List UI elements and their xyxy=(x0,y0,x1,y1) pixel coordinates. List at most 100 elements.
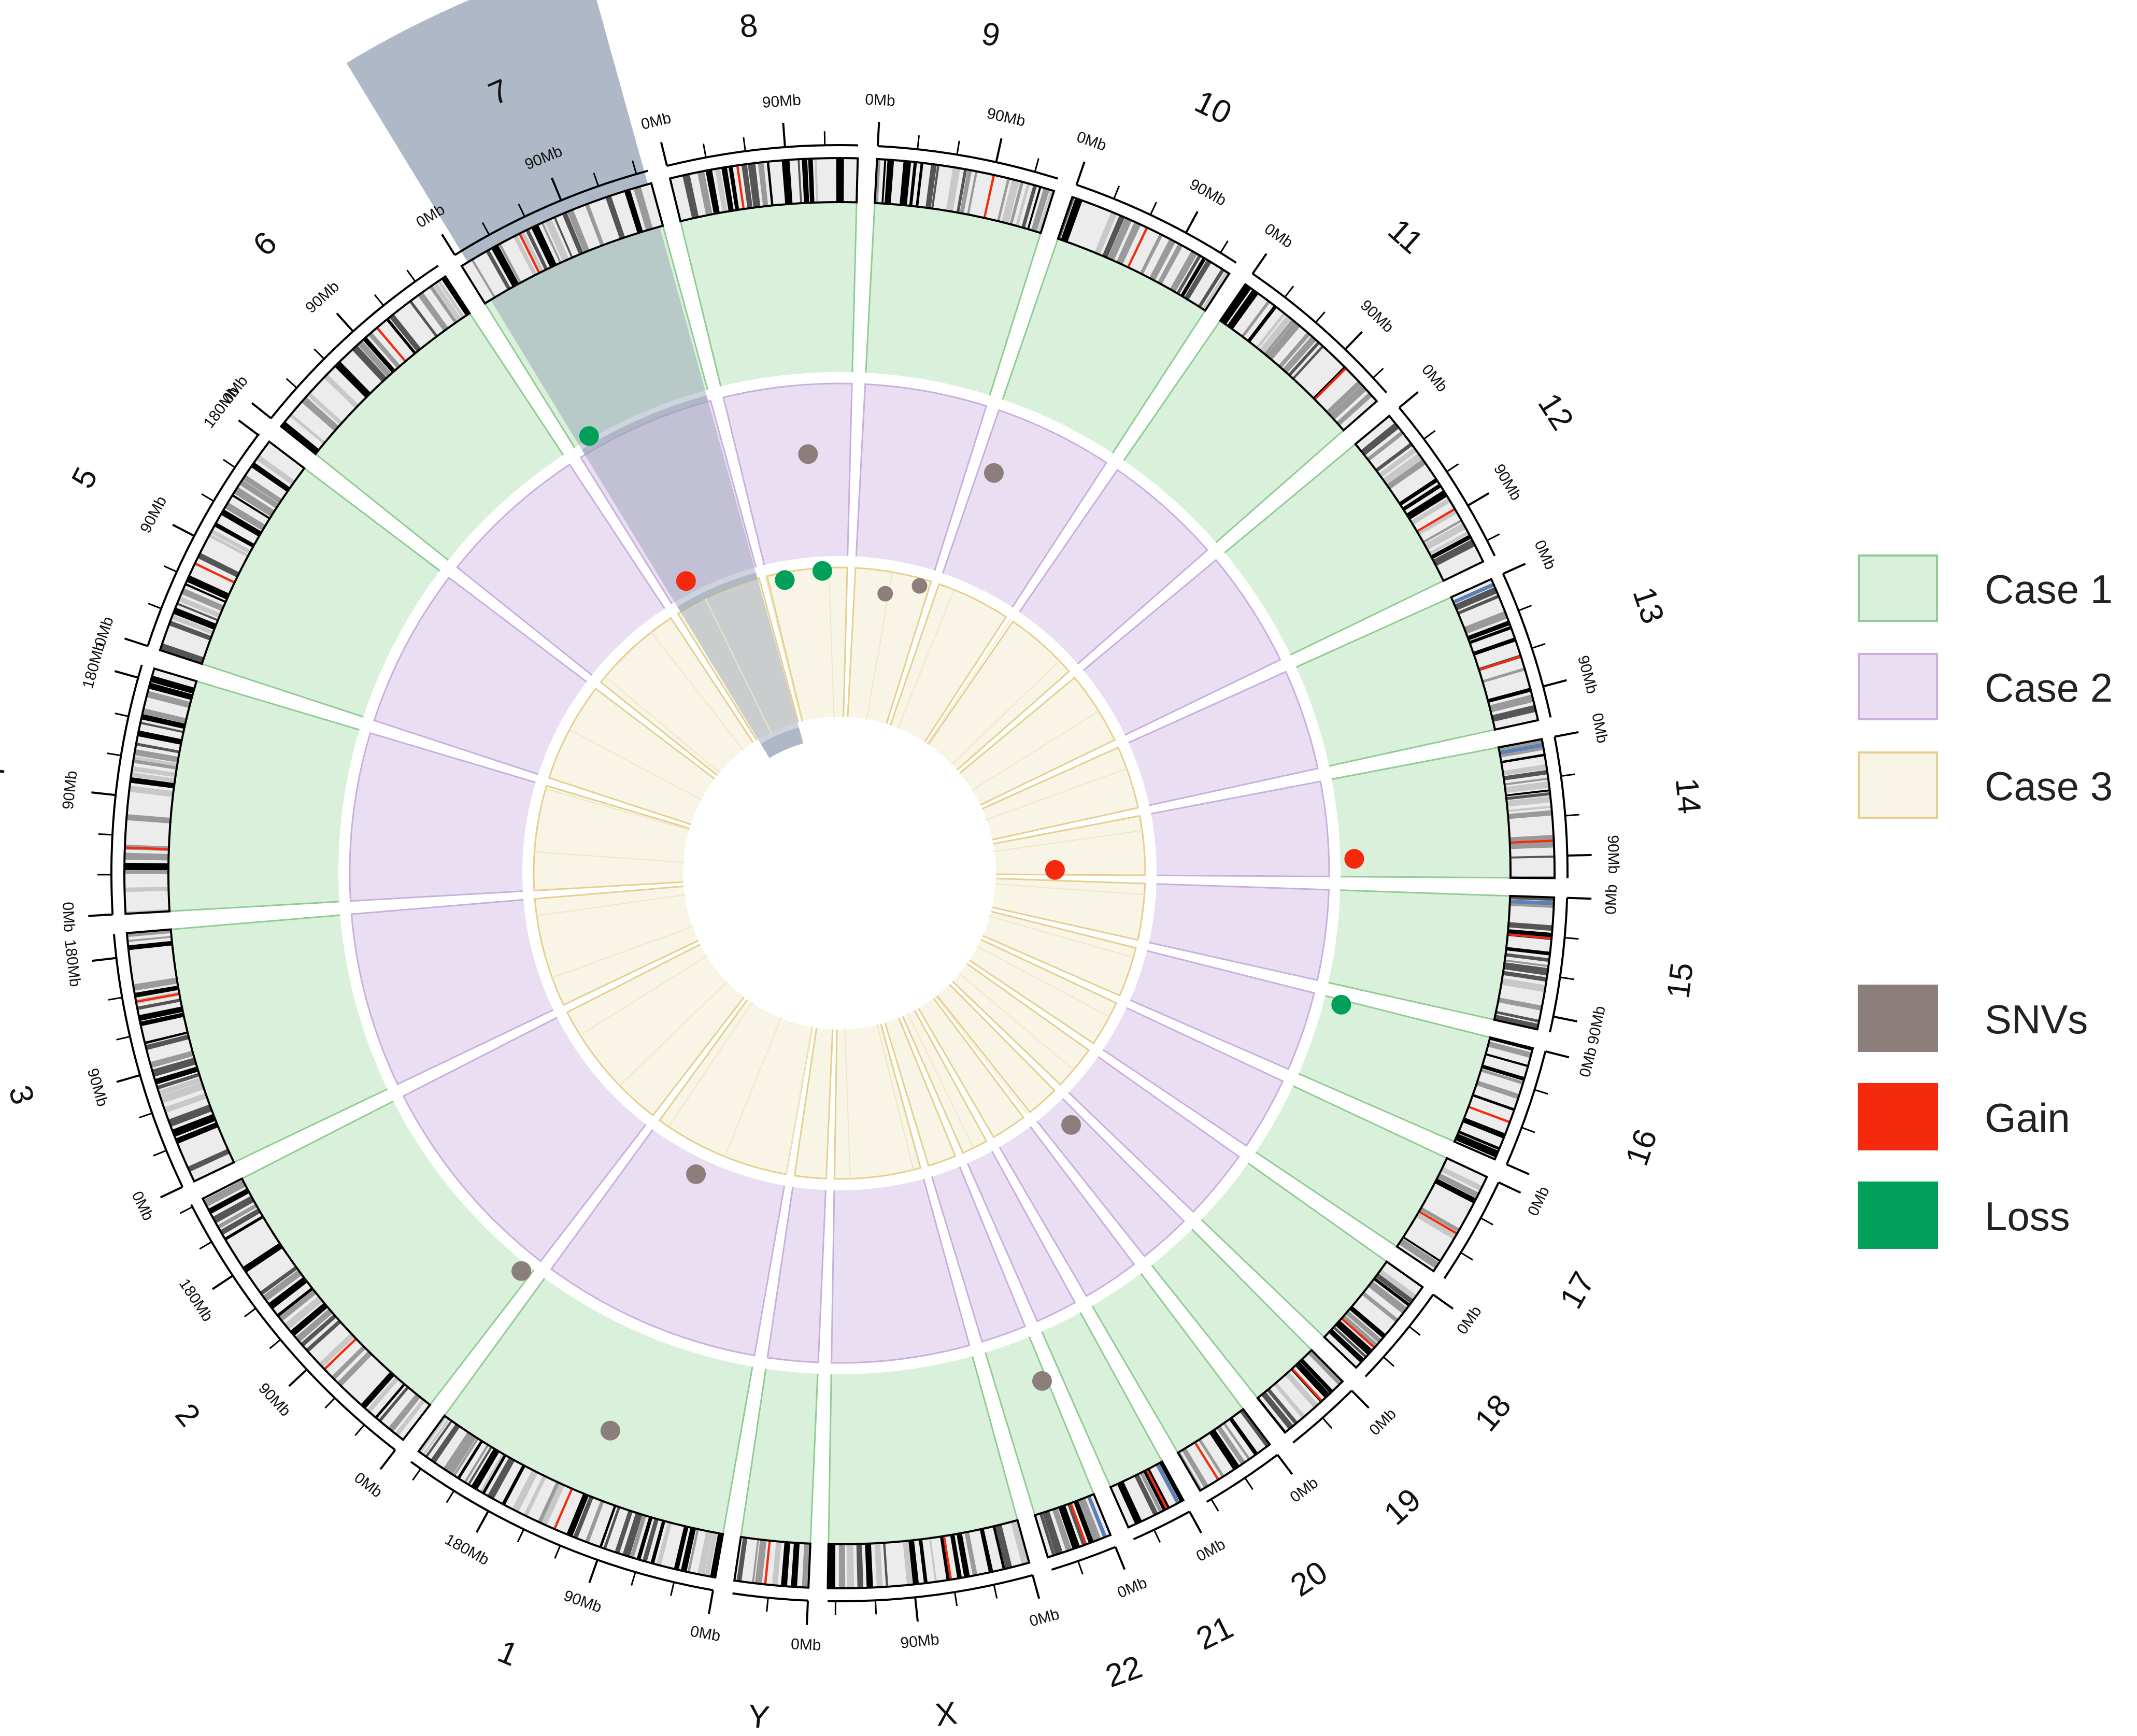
chromosome-label-6: 6 xyxy=(247,225,284,263)
tick-chr18-0mb xyxy=(1432,1293,1454,1310)
legend-item-gain: Gain xyxy=(1858,1083,2127,1156)
tick-chr9-60mb xyxy=(956,140,960,155)
tick-chr3-0mb xyxy=(160,1186,183,1199)
track-case-3-gridline xyxy=(971,710,1099,791)
tick-chr1-90mb xyxy=(588,1559,599,1584)
tick-chr16-0mb xyxy=(1545,1050,1570,1059)
chromosome-label-5: 5 xyxy=(65,462,105,494)
ideogram-chr17 xyxy=(1395,1157,1489,1273)
axis-chr9 xyxy=(877,145,1059,180)
tick-chr1-210mb xyxy=(446,1490,455,1503)
chromosome-label-21: 21 xyxy=(1191,1610,1238,1657)
tick-chr5-90mb xyxy=(172,523,195,537)
chromosome-label-19: 19 xyxy=(1377,1482,1428,1532)
tick-chrX-90mb xyxy=(914,1597,919,1622)
tick-chr2-210mb xyxy=(199,1241,212,1250)
tick-chr10-90mb xyxy=(1185,211,1199,234)
ideogram-chr20 xyxy=(1176,1407,1272,1492)
chromosome-label-14: 14 xyxy=(1669,776,1707,815)
tick-chr11-30mb xyxy=(1284,286,1294,298)
ideogram-chr11 xyxy=(1219,282,1378,432)
tick-chr7-120mb xyxy=(593,173,600,187)
event-snvs-case-3-chr9 xyxy=(877,586,893,602)
tick-chr22-0mb xyxy=(1114,1546,1126,1570)
tick-chr20-30mb xyxy=(1244,1477,1253,1490)
tick-chr13-0mb xyxy=(1502,563,1526,575)
tick-chr1-240mb xyxy=(412,1468,422,1481)
tick-chr20-60mb xyxy=(1210,1499,1219,1512)
tick-chr2-180mb xyxy=(211,1275,234,1290)
tick-label-chrX-0mb: 0Mb xyxy=(1028,1605,1061,1630)
axis-chr8 xyxy=(666,144,858,167)
tick-chrY-30mb xyxy=(766,1598,769,1612)
tick-label-chr14-0mb: 0Mb xyxy=(1588,712,1611,745)
tick-chr16-90mb xyxy=(1506,1163,1530,1175)
ideogram-chr12 xyxy=(1354,414,1485,582)
tick-chr15-60mb xyxy=(1560,976,1574,980)
track-case-3-gridline xyxy=(876,1023,914,1170)
tick-chr5-180mb xyxy=(238,419,259,436)
tick-label-chr15-90mb: 90Mb xyxy=(1585,1005,1609,1046)
track-case-3-gridline xyxy=(569,729,703,801)
ideogram-chr5 xyxy=(159,440,306,665)
tick-chr4-60mb xyxy=(98,833,113,836)
tick-label-chr11-90mb: 90Mb xyxy=(1357,297,1397,336)
tick-chr10-60mb xyxy=(1149,202,1157,216)
chromosome-label-22: 22 xyxy=(1101,1649,1147,1695)
event-snvs-case-2-chr8 xyxy=(798,444,818,464)
tick-chr7-30mb xyxy=(481,222,490,235)
legend-swatch-case-3 xyxy=(1858,751,1938,819)
tick-chr11-0mb xyxy=(1251,253,1267,275)
legend-item-case-3: Case 3 xyxy=(1858,751,2127,824)
chromosome-label-3: 3 xyxy=(2,1082,41,1108)
tick-chr4-180mb xyxy=(114,670,139,679)
track-separator-2 xyxy=(522,556,1157,1190)
tick-chr2-90mb xyxy=(288,1369,308,1387)
chromosome-label-13: 13 xyxy=(1626,583,1671,628)
legend-item-case-1: Case 1 xyxy=(1858,554,2127,627)
axis-chr2 xyxy=(190,1204,396,1451)
chromosome-label-12: 12 xyxy=(1531,387,1580,436)
axis-chr11 xyxy=(1252,273,1388,394)
tick-chr10-0mb xyxy=(1075,161,1086,186)
tick-chr18-30mb xyxy=(1408,1326,1421,1336)
tick-label-chr21-0mb: 0Mb xyxy=(1193,1535,1228,1565)
tick-chr4-120mb xyxy=(107,752,121,757)
tick-chr6-90mb xyxy=(336,312,354,332)
tick-chr17-60mb xyxy=(1460,1251,1473,1261)
tick-label-chr22-0mb: 0Mb xyxy=(1115,1574,1150,1602)
event-snvs-case-2-chr10 xyxy=(984,463,1004,483)
chromosome-label-4: 4 xyxy=(0,763,12,785)
tick-chrX-0mb xyxy=(1031,1575,1041,1599)
track-case-3-gridline xyxy=(580,955,708,1036)
tick-chr8-30mb xyxy=(702,144,707,158)
track-case-3-gridline xyxy=(619,980,728,1086)
tick-chr1-180mb xyxy=(475,1510,490,1533)
tick-chr11-90mb xyxy=(1344,331,1363,350)
tick-chr3-150mb xyxy=(108,997,122,1001)
track-case-3-gridline xyxy=(650,632,745,751)
track-separator-1 xyxy=(338,372,1341,1374)
ideogram-chr9 xyxy=(874,158,1056,235)
tick-chr17-0mb xyxy=(1498,1181,1521,1194)
chromosome-label-18: 18 xyxy=(1468,1388,1518,1438)
tick-label-chr12-0mb: 0Mb xyxy=(1418,361,1451,395)
tick-chr9-30mb xyxy=(917,135,920,150)
tick-chr5-0mb xyxy=(124,637,148,647)
tick-chr21-30mb xyxy=(1153,1529,1161,1543)
tick-label-chr5-0mb: 0Mb xyxy=(91,615,117,649)
event-gain-case-1-chr14 xyxy=(1344,849,1364,869)
tick-chrX-30mb xyxy=(993,1584,998,1599)
event-loss-case-3-chr8 xyxy=(775,570,795,590)
ideogram-chr6 xyxy=(279,275,472,456)
tick-chr13-30mb xyxy=(1518,605,1532,611)
tick-chr4-90mb xyxy=(91,791,116,796)
tick-label-chrX-90mb: 90Mb xyxy=(900,1631,940,1652)
legend-label-snvs: SNVs xyxy=(1985,997,2088,1042)
axis-chr20 xyxy=(1206,1454,1278,1503)
tick-chr3-30mb xyxy=(153,1149,167,1157)
tick-label-chr2-0mb: 0Mb xyxy=(351,1469,385,1501)
chromosome-label-Y: Y xyxy=(746,1698,771,1736)
ideogram-chr2 xyxy=(201,1177,432,1442)
